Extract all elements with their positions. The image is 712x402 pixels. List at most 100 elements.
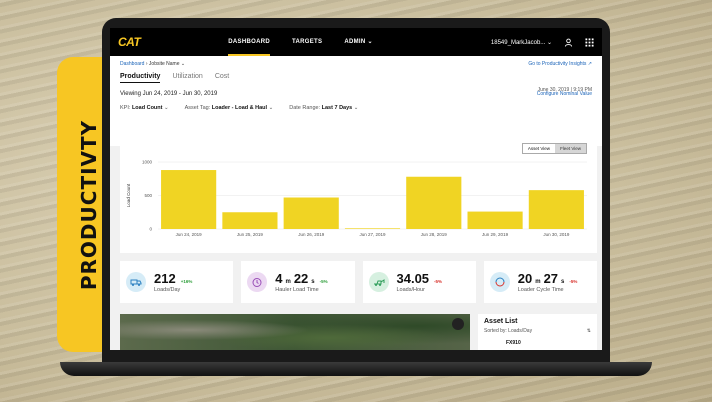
kpi-label: Loads/Hour [396,287,425,293]
kpi-value: 20 [517,271,533,286]
date-range-label: Date Range: [289,105,321,111]
date-range-value: Last 7 Days [321,105,353,111]
viewing-range: Viewing Jun 24, 2019 - Jun 30, 2019 [120,91,218,97]
chevron-down-icon: ⌄ [546,39,552,46]
tab-productivity[interactable]: Productivity [120,73,161,83]
asset-tag-filter[interactable]: Asset Tag: Loader - Load & Haul ⌄ [185,105,274,111]
page-header: Dashboard › Jobsite Name ⌄ Go to Product… [110,56,602,146]
nav-admin-label: ADMIN [344,39,366,45]
app-screen: CAT DASHBOARD TARGETS ADMIN ⌄ 18549_Mark… [110,28,602,350]
top-nav: CAT DASHBOARD TARGETS ADMIN ⌄ 18549_Mark… [110,28,602,56]
kpi-filter[interactable]: KPI: Load Count ⌄ [120,105,169,111]
chart-card: Load Count 0 500 1000 Jun 24, 2019 Jun 25, 20… [120,136,597,253]
y-tick-label: 500 [144,193,152,198]
nav-targets[interactable]: TARGETS [291,39,323,45]
nav-dashboard[interactable]: DASHBOARD [228,28,270,56]
fleet-view-button[interactable]: Fleet View [555,144,586,153]
chevron-down-icon: ⌄ [367,39,373,45]
breadcrumb: Dashboard › Jobsite Name ⌄ [120,61,185,67]
x-tick-label: Jun 29, 2019 [482,232,509,237]
kpi-value: 212 [154,271,176,286]
insights-link[interactable]: Go to Productivity Insights ↗ [528,61,592,67]
chart-bar [222,212,278,229]
user-menu[interactable]: 18549_MarkJacob... ⌄ [491,39,552,46]
x-tick-label: Jun 26, 2019 [298,232,325,237]
nav-admin[interactable]: ADMIN ⌄ [344,28,372,56]
tab-cost[interactable]: Cost [214,73,230,80]
asset-sort[interactable]: Sorted by: Loads/Day ⇅ [484,328,591,334]
chevron-down-icon: ⌄ [180,61,186,67]
asset-tag-value: Loader - Load & Haul [211,105,268,111]
kpi-value: 34.05 [396,271,430,286]
y-axis-label: Load Count [126,183,131,207]
truck-icon [126,272,146,292]
asset-list-panel: Asset List Sorted by: Loads/Day ⇅ FX910 [478,314,597,350]
kpi-value-2: 27 [543,271,559,286]
list-item[interactable]: FX910 [506,340,521,346]
kpi-delta: -5% [434,279,443,284]
user-name: 18549_MarkJacob... [490,39,546,46]
chevron-down-icon: ⌄ [268,105,274,111]
kpi-row: 212 +16% Loads/Day 4 m 22 s -5% Hauler L… [120,261,597,303]
laptop-base [60,362,652,376]
kpi-label: Hauler Load Time [275,287,319,293]
x-tick-label: Jun 28, 2019 [421,232,448,237]
asset-view-button[interactable]: Asset View [522,144,556,153]
sort-icon[interactable]: ⇅ [586,328,591,334]
as-of-timestamp: June 30, 2019 | 9:19 PM [537,87,592,93]
asset-sort-label: Sorted by: Loads/Day [484,328,533,334]
y-tick-label: 0 [149,227,152,232]
configure-nominal-link[interactable]: Configure Nominal Value [536,91,592,97]
kpi-delta: +16% [180,279,193,284]
loader-icon [368,272,389,292]
tab-bar: Productivity Utilization Cost [120,73,592,83]
view-toggle: Asset View Fleet View [521,143,587,154]
breadcrumb-dashboard[interactable]: Dashboard [120,61,145,67]
chart-bar [406,176,462,229]
filter-bar: KPI: Load Count ⌄ Asset Tag: Loader - Lo… [120,105,592,111]
insights-link-label: Go to Productivity Insights [528,61,587,67]
apps-grid-icon[interactable] [585,37,594,47]
kpi-label: Loader Cycle Time [517,287,564,293]
jobsite-dropdown[interactable]: Jobsite Name ⌄ [149,61,185,67]
kpi-unit: m [535,279,541,285]
external-link-icon: ↗ [587,61,592,67]
kpi-value: 4 [275,271,283,286]
kpi-filter-label: KPI: [120,105,131,111]
kpi-label: Loads/Day [154,287,181,293]
chevron-down-icon: ⌄ [164,105,169,111]
user-icon[interactable] [564,38,573,47]
chart-bar [161,170,217,229]
layers-icon[interactable] [452,318,464,330]
x-tick-label: Jun 25, 2019 [237,232,264,237]
timer-icon [247,272,268,292]
date-range-filter[interactable]: Date Range: Last 7 Days ⌄ [289,105,358,111]
x-tick-label: Jun 24, 2019 [176,232,203,237]
asset-tag-label: Asset Tag: [184,105,211,111]
kpi-card-loads-hour[interactable]: 34.05 -5% Loads/Hour [362,261,476,303]
cat-logo[interactable]: CAT [118,35,141,49]
jobsite-name: Jobsite Name [148,61,180,67]
load-count-chart: Load Count 0 500 1000 Jun 24, 2019 Jun 25, 20… [126,160,587,237]
x-tick-label: Jun 30, 2019 [543,232,570,237]
kpi-card-loader-cycle-time[interactable]: 20 m 27 s -5% Loader Cycle Time [483,261,597,303]
kpi-unit: m [285,279,291,285]
site-map[interactable] [120,314,470,350]
breadcrumb-separator: › [145,61,149,67]
kpi-unit-2: s [311,279,315,285]
kpi-card-hauler-load-time[interactable]: 4 m 22 s -5% Hauler Load Time [241,261,355,303]
kpi-delta: -5% [319,279,328,284]
chart-bar [467,211,523,229]
asset-list-title: Asset List [484,318,518,325]
kpi-filter-value: Load Count [131,105,163,111]
kpi-card-loads-day[interactable]: 212 +16% Loads/Day [120,261,234,303]
kpi-unit-2: s [561,279,565,285]
x-tick-label: Jun 27, 2019 [359,232,386,237]
chart-bar [344,228,401,229]
chevron-down-icon: ⌄ [353,105,359,111]
chart-bar [283,197,339,229]
banner-text: PRODUCTIVTY [77,119,101,290]
kpi-value-2: 22 [293,271,309,286]
tab-utilization[interactable]: Utilization [172,73,203,80]
y-tick-label: 1000 [142,160,153,165]
